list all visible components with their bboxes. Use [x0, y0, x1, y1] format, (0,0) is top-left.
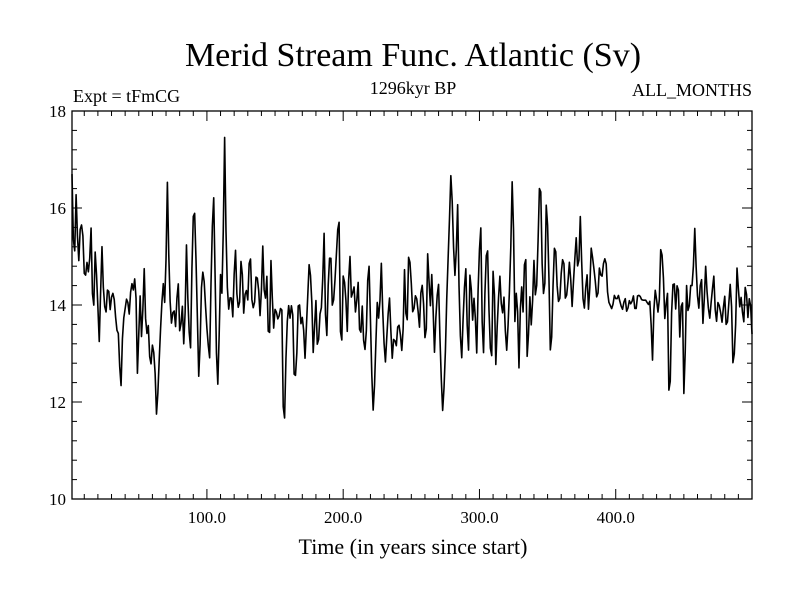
y-axis-ticks: 10 12 14 16 18: [49, 102, 752, 509]
experiment-label: Expt = tFmCG: [73, 86, 180, 106]
months-label: ALL_MONTHS: [632, 80, 752, 100]
chart-title: Merid Stream Func. Atlantic (Sv): [185, 37, 641, 74]
plot-frame: [71, 110, 753, 500]
y-tick-label: 14: [49, 296, 67, 315]
x-axis-ticks: 100.0 200.0 300.0 400.0: [83, 111, 739, 527]
x-tick-label: 100.0: [188, 508, 226, 527]
x-tick-label: 300.0: [460, 508, 498, 527]
time-period-label: 1296kyr BP: [370, 78, 457, 98]
series-line: [71, 136, 753, 419]
y-tick-label: 16: [49, 199, 66, 218]
x-tick-label: 400.0: [597, 508, 635, 527]
x-tick-label: 200.0: [324, 508, 362, 527]
y-tick-label: 18: [49, 102, 66, 121]
y-tick-label: 10: [49, 490, 66, 509]
x-axis-label: Time (in years since start): [299, 534, 528, 559]
y-tick-label: 12: [49, 393, 66, 412]
